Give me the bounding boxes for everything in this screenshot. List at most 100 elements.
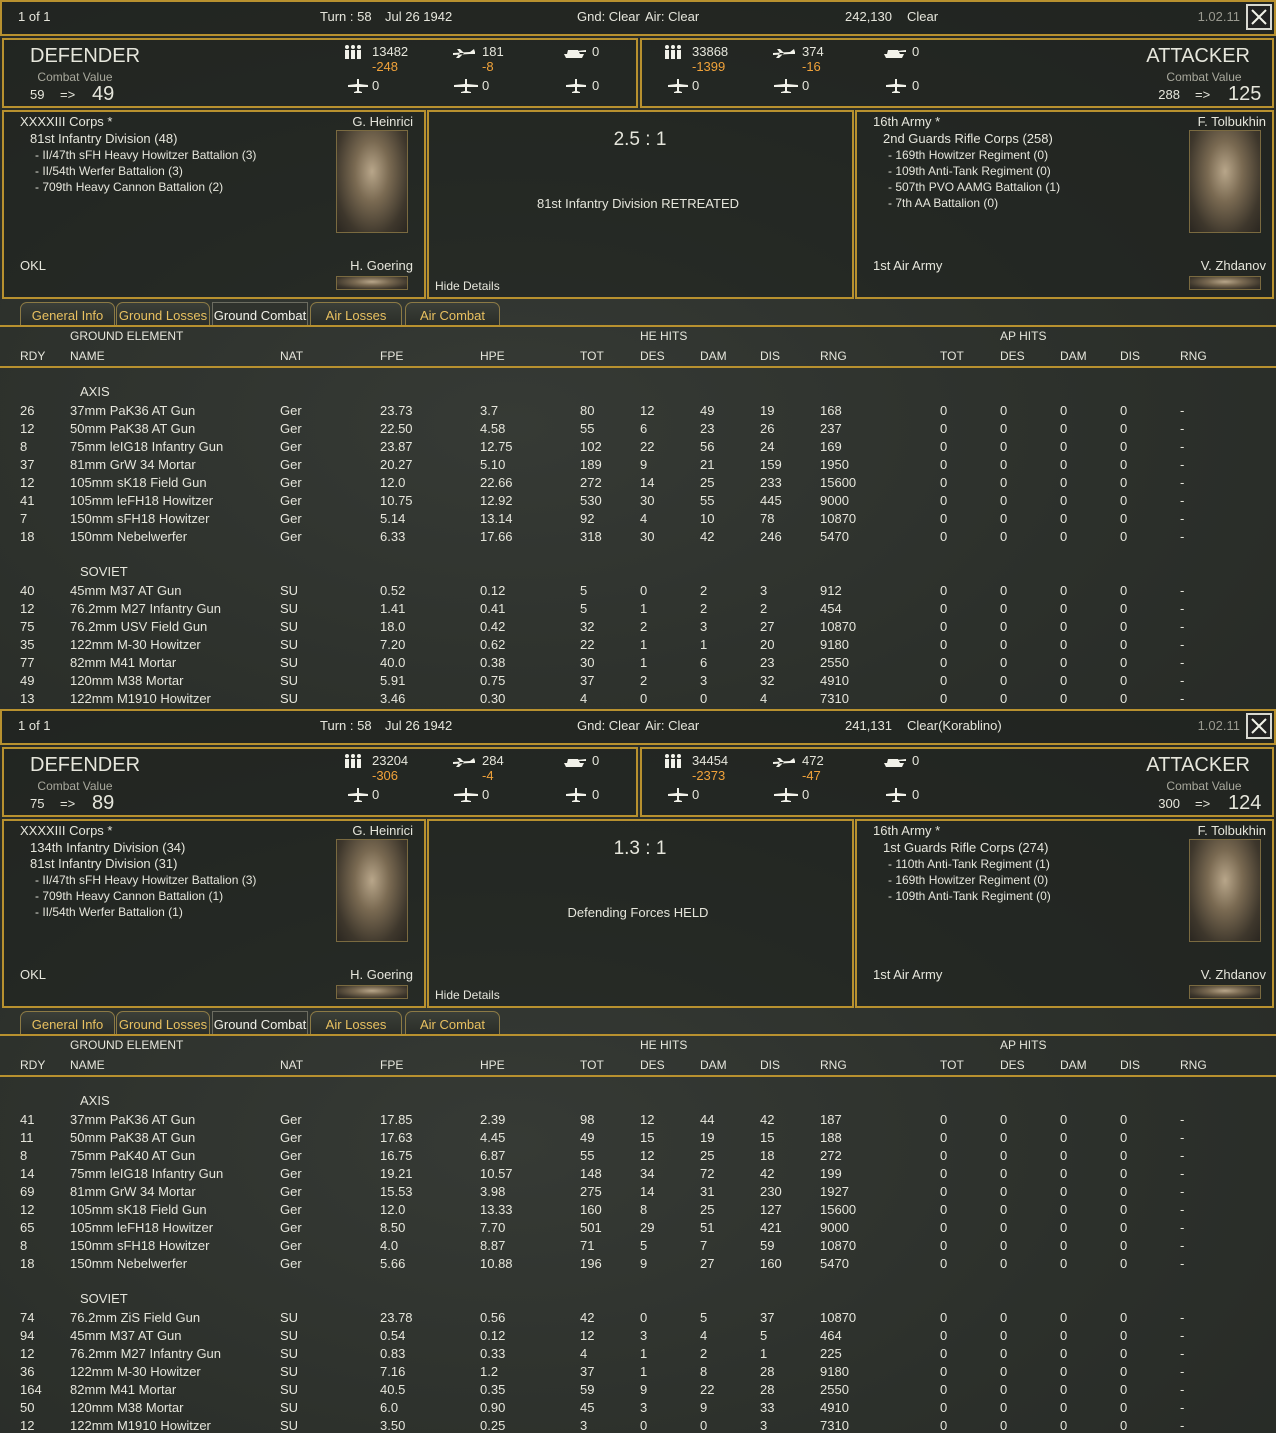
tab-label[interactable]: General Info [31, 308, 104, 323]
table-cell: 98 [580, 1112, 595, 1127]
tab-label[interactable]: Air Combat [419, 1017, 486, 1032]
tab-label[interactable]: Air Losses [325, 1017, 387, 1032]
table-cell: 9 [640, 1382, 648, 1397]
table-cell: 7 [700, 1238, 708, 1253]
table-cell: 4 [580, 1346, 588, 1361]
table-cell: 8.87 [480, 1238, 506, 1253]
combat-panel: 1 of 1 Turn : 58 Jul 26 1942 Gnd: Clear Air:… [0, 0, 1276, 709]
table-cell: 25 [700, 475, 715, 490]
table-cell: 0 [1000, 1418, 1008, 1433]
column-header: HPE [480, 1058, 505, 1072]
table-cell: 0 [1060, 1184, 1068, 1199]
commander-portrait [1189, 839, 1261, 942]
table-cell: - [1180, 1382, 1185, 1397]
tab-label[interactable]: Ground Combat [213, 308, 307, 323]
table-cell: 32 [580, 619, 595, 634]
tab-label[interactable]: Ground Combat [213, 1017, 307, 1032]
men-icon [345, 754, 361, 768]
hq-name: 16th Army * [873, 823, 941, 838]
table-cell: 187 [820, 1112, 842, 1127]
hq-name: XXXXIII Corps * [20, 823, 113, 838]
table-cell: 0 [1000, 619, 1008, 634]
fighter-icon [886, 788, 906, 802]
table-cell: 32 [760, 673, 775, 688]
table-cell: 0 [940, 1202, 948, 1217]
combat-value-before: 59 [30, 87, 45, 102]
tab[interactable] [20, 302, 115, 326]
table-cell: 0 [1000, 601, 1008, 616]
table-cell: - [1180, 1238, 1185, 1253]
table-cell: 159 [760, 457, 782, 472]
table-cell: 2.39 [480, 1112, 506, 1127]
air-commander-name: H. Goering [350, 258, 413, 273]
table-cell: 4.0 [380, 1238, 399, 1253]
column-group: AP HITS [1000, 329, 1047, 343]
tab-label[interactable]: Air Combat [419, 308, 486, 323]
result: 81st Infantry Division RETREATED [536, 196, 740, 211]
battle-result [427, 819, 854, 1008]
table-cell: 17.63 [380, 1130, 413, 1145]
table-cell: 12 [20, 1202, 35, 1217]
table-cell: 42 [700, 529, 715, 544]
tank-shape [884, 50, 906, 58]
hide-details[interactable]: Hide Details [435, 279, 500, 293]
table-cell: 0 [940, 637, 948, 652]
version: 1.02.11 [1197, 718, 1240, 733]
table-cell: 0 [1060, 1346, 1068, 1361]
table-cell: 3 [760, 583, 768, 598]
close-cross [1251, 718, 1267, 734]
table-cell: 150mm Nebelwerfer [70, 1256, 188, 1271]
tab[interactable] [310, 302, 402, 326]
tab[interactable] [116, 1011, 210, 1035]
column-header: HPE [480, 349, 505, 363]
plane-icon [453, 758, 475, 767]
table-cell: 0 [1060, 439, 1068, 454]
table-cell: 17.66 [480, 529, 513, 544]
table-cell: 56 [700, 439, 715, 454]
air-weather: Air: Clear [645, 718, 700, 733]
tab[interactable] [405, 302, 500, 326]
table-cell: 1950 [820, 457, 849, 472]
table-cell: 10870 [820, 511, 857, 526]
table-cell: 0 [1000, 1328, 1008, 1343]
close-button[interactable] [1246, 4, 1272, 30]
table-cell: 12.75 [480, 439, 513, 454]
table-cell: Ger [280, 1238, 302, 1253]
tab-label[interactable]: General Info [31, 1017, 104, 1032]
table-cell: 0.54 [380, 1328, 406, 1343]
table-cell: 0.38 [480, 655, 506, 670]
table-cell: 0 [1120, 1112, 1128, 1127]
table-cell: 49 [700, 403, 715, 418]
plane-icon [773, 49, 795, 58]
table-cell: 10.57 [480, 1166, 513, 1181]
table-cell: 30 [640, 529, 655, 544]
hide-details[interactable]: Hide Details [435, 988, 500, 1002]
close-button[interactable] [1246, 713, 1272, 739]
tab[interactable] [212, 302, 308, 326]
bomber-icon [774, 788, 798, 802]
tab[interactable] [212, 1011, 308, 1035]
table-cell: 0.62 [480, 637, 506, 652]
commander-portrait [336, 839, 408, 942]
table-cell: - [1180, 583, 1185, 598]
table-cell: 0 [940, 1220, 948, 1235]
bomber-count: 0 [482, 78, 490, 93]
tab-label[interactable]: Ground Losses [118, 308, 208, 323]
figure-body [345, 50, 349, 59]
tab[interactable] [310, 1011, 402, 1035]
bomber-shape [454, 788, 478, 802]
tab[interactable] [116, 302, 210, 326]
table-cell: Ger [280, 457, 302, 472]
table-cell: 4910 [820, 1400, 849, 1415]
men-loss: -2373 [692, 768, 726, 783]
table-cell: 27 [760, 619, 775, 634]
commander-name: G. Heinrici [352, 823, 413, 838]
tab[interactable] [20, 1011, 115, 1035]
table-cell: 7 [20, 511, 28, 526]
tab-label[interactable]: Air Losses [325, 308, 387, 323]
table-cell: 22 [580, 637, 595, 652]
tab-label[interactable]: Ground Losses [118, 1017, 208, 1032]
table-cell: 16.75 [380, 1148, 413, 1163]
tab[interactable] [405, 1011, 500, 1035]
table-cell: Ger [280, 529, 302, 544]
